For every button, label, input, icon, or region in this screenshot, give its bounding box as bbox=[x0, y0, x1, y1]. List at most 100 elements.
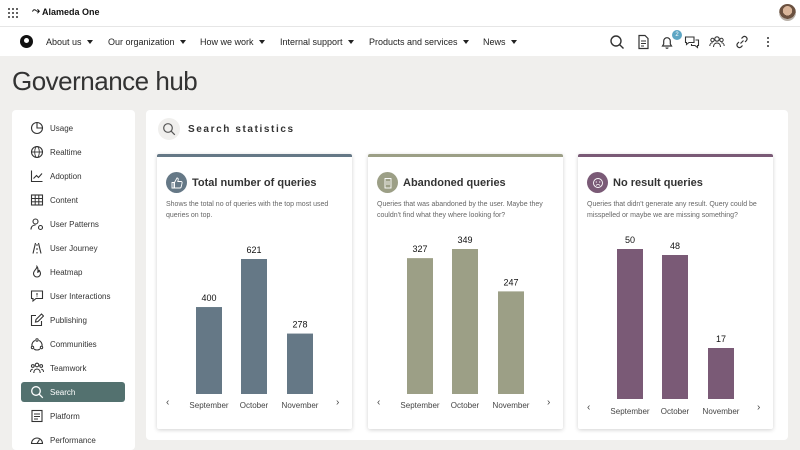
globe-icon bbox=[30, 145, 44, 159]
category-label: November bbox=[282, 401, 319, 410]
card-title: No result queries bbox=[613, 176, 703, 189]
category-label: November bbox=[703, 407, 740, 416]
card-description: Shows the total no of queries with the t… bbox=[166, 201, 329, 219]
communities-icon bbox=[30, 337, 44, 351]
page-title: Governance hub bbox=[12, 66, 198, 96]
chevron-left-icon[interactable]: ‹ bbox=[587, 402, 591, 413]
main-panel: Search statistics 400 September 621 October… bbox=[146, 110, 788, 440]
edit-icon bbox=[30, 313, 44, 327]
people-icon[interactable] bbox=[709, 34, 725, 50]
sidebar-item-user-journey[interactable]: User Journey bbox=[21, 238, 125, 258]
sidebar-item-heatmap[interactable]: Heatmap bbox=[21, 262, 125, 282]
sidebar: Usage Realtime Adoption Content User Pat… bbox=[12, 110, 135, 450]
chevron-right-icon[interactable]: › bbox=[547, 397, 551, 408]
platform-icon bbox=[30, 409, 44, 423]
chat-bubble-icon bbox=[30, 289, 44, 303]
category-label: September bbox=[189, 401, 228, 410]
sidebar-item-label: Communities bbox=[50, 339, 97, 349]
card-title: Abandoned queries bbox=[403, 176, 506, 189]
brand-bird-icon: ⤳ bbox=[32, 6, 40, 17]
bar-value-label: 48 bbox=[670, 241, 680, 251]
sidebar-item-label: Adoption bbox=[50, 171, 82, 181]
table-icon bbox=[30, 193, 44, 207]
section-title: Search statistics bbox=[188, 123, 295, 135]
sidebar-item-search[interactable]: Search bbox=[21, 382, 125, 402]
link-icon[interactable] bbox=[734, 34, 750, 50]
bar-september[interactable] bbox=[617, 249, 643, 399]
nav-item-internal-support[interactable]: Internal support bbox=[280, 37, 354, 47]
chevron-right-icon[interactable]: › bbox=[336, 397, 340, 408]
avatar[interactable] bbox=[779, 4, 796, 21]
sidebar-item-label: Search bbox=[50, 387, 76, 397]
gauge-icon bbox=[30, 433, 44, 447]
bar-november[interactable] bbox=[498, 291, 524, 394]
bar-november[interactable] bbox=[708, 348, 734, 399]
category-label: October bbox=[661, 407, 690, 416]
search-icon bbox=[158, 118, 180, 140]
main-navigation: About us Our organization How we work In… bbox=[0, 26, 800, 56]
bar-value-label: 349 bbox=[457, 235, 472, 245]
user-gear-icon bbox=[30, 217, 44, 231]
sidebar-item-label: User Patterns bbox=[50, 219, 99, 229]
bar-value-label: 400 bbox=[201, 293, 216, 303]
flame-icon bbox=[30, 265, 44, 279]
brand-logo[interactable]: ⤳ Alameda One bbox=[32, 6, 100, 17]
chevron-left-icon[interactable]: ‹ bbox=[377, 397, 381, 408]
sidebar-item-communities[interactable]: Communities bbox=[21, 334, 125, 354]
document-icon[interactable] bbox=[635, 34, 651, 50]
nav-item-how-we-work[interactable]: How we work bbox=[200, 37, 265, 47]
chevron-down-icon bbox=[179, 40, 186, 44]
sidebar-item-user-patterns[interactable]: User Patterns bbox=[21, 214, 125, 234]
chevron-down-icon bbox=[258, 40, 265, 44]
nav-item-news[interactable]: News bbox=[483, 37, 517, 47]
card-no-result-queries: 50 September 48 October 17 November No result… bbox=[578, 154, 773, 429]
chevron-down-icon bbox=[347, 40, 354, 44]
bell-icon[interactable] bbox=[659, 34, 675, 50]
category-label: November bbox=[493, 401, 530, 410]
sidebar-item-label: Publishing bbox=[50, 315, 87, 325]
sidebar-item-label: Performance bbox=[50, 435, 96, 445]
home-logo-icon[interactable] bbox=[20, 35, 33, 48]
sidebar-item-user-interactions[interactable]: User Interactions bbox=[21, 286, 125, 306]
bar-november[interactable] bbox=[287, 333, 313, 394]
card-description: Queries that didn't generate any result.… bbox=[587, 201, 757, 219]
bar-value-label: 17 bbox=[716, 334, 726, 344]
sidebar-item-adoption[interactable]: Adoption bbox=[21, 166, 125, 186]
bar-october[interactable] bbox=[662, 255, 688, 399]
search-icon[interactable] bbox=[609, 34, 625, 50]
notification-badge: 2 bbox=[672, 30, 682, 40]
sidebar-item-content[interactable]: Content bbox=[21, 190, 125, 210]
team-icon bbox=[30, 361, 44, 375]
nav-item-our-organization[interactable]: Our organization bbox=[108, 37, 186, 47]
sidebar-item-usage[interactable]: Usage bbox=[21, 118, 125, 138]
sidebar-item-platform[interactable]: Platform bbox=[21, 406, 125, 426]
nav-item-products-and-services[interactable]: Products and services bbox=[369, 37, 469, 47]
bar-chart: 327 September 349 October 247 November bbox=[400, 235, 530, 410]
sidebar-item-realtime[interactable]: Realtime bbox=[21, 142, 125, 162]
bar-value-label: 50 bbox=[625, 235, 635, 245]
sidebar-item-performance[interactable]: Performance bbox=[21, 430, 125, 450]
nav-item-about-us[interactable]: About us bbox=[46, 37, 93, 47]
category-label: October bbox=[240, 401, 269, 410]
sidebar-item-teamwork[interactable]: Teamwork bbox=[21, 358, 125, 378]
sad-face-icon bbox=[587, 172, 608, 193]
bar-september[interactable] bbox=[407, 258, 433, 394]
sidebar-item-label: Content bbox=[50, 195, 79, 205]
chevron-right-icon[interactable]: › bbox=[757, 402, 761, 413]
bar-october[interactable] bbox=[241, 259, 267, 394]
chevron-left-icon[interactable]: ‹ bbox=[166, 397, 170, 408]
category-label: September bbox=[610, 407, 649, 416]
bar-september[interactable] bbox=[196, 307, 222, 394]
bar-value-label: 247 bbox=[503, 277, 518, 287]
more-vertical-icon[interactable] bbox=[760, 34, 776, 50]
sidebar-item-label: Usage bbox=[50, 123, 74, 133]
category-label: October bbox=[451, 401, 480, 410]
bar-october[interactable] bbox=[452, 249, 478, 394]
bar-value-label: 278 bbox=[292, 320, 307, 330]
brand-name: Alameda One bbox=[42, 6, 100, 17]
chevron-down-icon bbox=[510, 40, 517, 44]
chat-icon[interactable] bbox=[684, 34, 700, 50]
sidebar-item-label: User Journey bbox=[50, 243, 98, 253]
app-launcher-icon[interactable] bbox=[8, 8, 18, 18]
sidebar-item-publishing[interactable]: Publishing bbox=[21, 310, 125, 330]
